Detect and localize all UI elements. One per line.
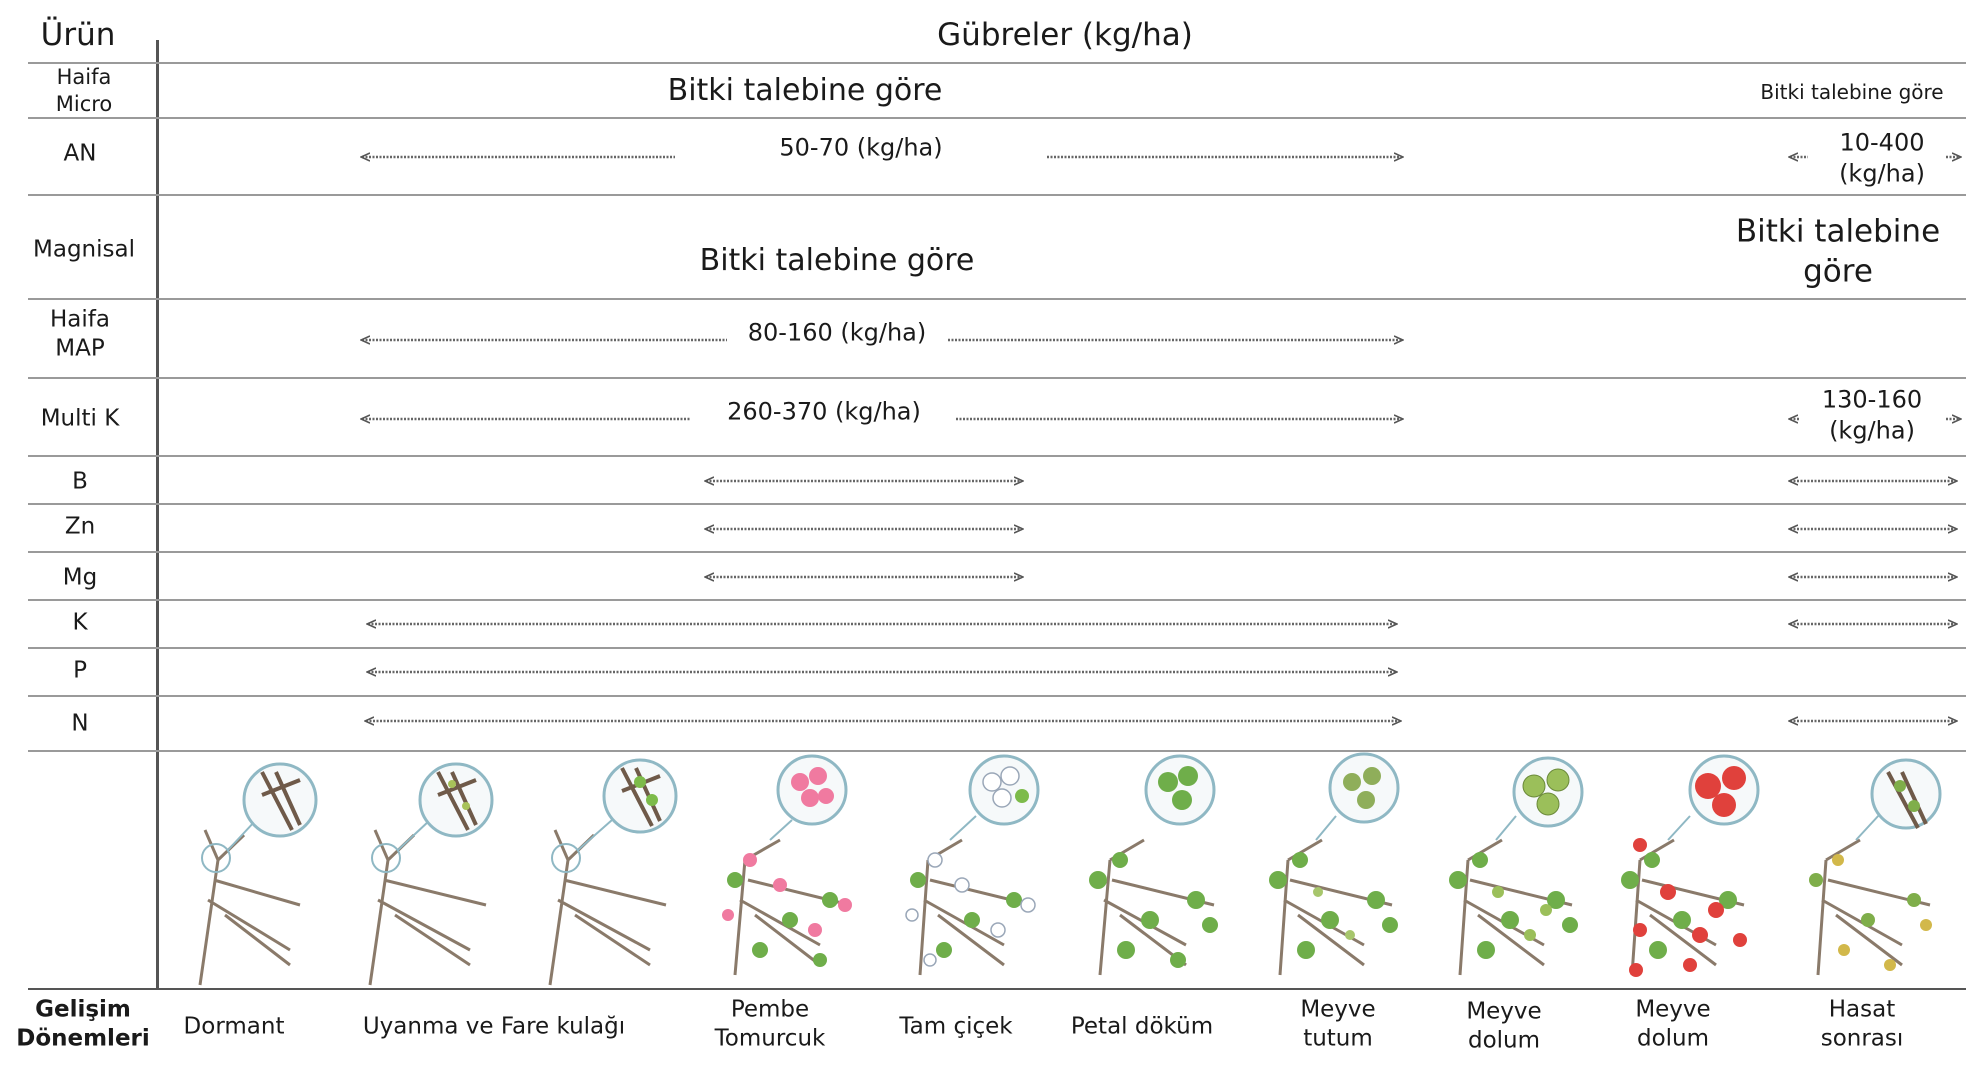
pink-bud-branch-icon [722,754,852,976]
stage-label-petal-fall: Petal döküm [1070,1013,1214,1040]
row-divider [28,647,1966,649]
fruit-set-branch-icon [1269,752,1400,976]
stage-label-dormant: Dormant [183,1013,285,1040]
product-label-b: B [72,467,88,496]
magnisal-post-note: Bitki talebine göre [1735,213,1941,289]
product-label-zn: Zn [65,512,95,541]
product-column-header: Ürün [40,17,116,54]
magnisal-main-note: Bitki talebine göre [699,242,975,278]
product-label-p: P [73,656,87,685]
product-label-n: N [71,709,88,738]
full-bloom-branch-icon [905,754,1040,976]
row-divider [28,551,1966,553]
row-divider [28,298,1966,300]
an-main-note: 50-70 (kg/ha) [779,133,943,162]
haifa-micro-main-note: Bitki talebine göre [667,72,943,108]
product-name: Haifa MAP [50,306,110,362]
row-divider [28,695,1966,697]
mouse-ear-branch-icon [548,758,678,986]
product-label-an: AN [64,139,97,168]
stage-label-pink-bud: Pembe Tomurcuk [714,996,826,1052]
row-divider [28,117,1966,119]
product-name: Magnisal [33,236,135,263]
product-name: Mg [62,564,98,591]
product-label-multi-k: Multi K [41,404,120,433]
product-name: Haifa Micro [55,65,113,116]
product-name: K [72,609,88,636]
haifa-map-main-note: 80-160 (kg/ha) [747,318,927,347]
product-name: Zn [64,513,96,540]
column-divider [156,40,159,988]
fertilizer-column-header: Gübreler (kg/ha) [937,17,1193,54]
row-divider [28,750,1966,752]
stage-label-fruit-fill-1: Meyve dolum [1466,998,1542,1054]
product-label-mg: Mg [63,563,97,592]
product-label-magnisal: Magnisal [33,235,135,264]
product-name: AN [63,140,97,167]
row-divider [28,503,1966,505]
green-fruit-branch-icon [1449,756,1584,976]
an-post-note: 10-400 (kg/ha) [1839,128,1925,187]
red-fruit-branch-icon [1621,754,1760,977]
row-divider [28,62,1966,64]
product-name: P [73,657,87,684]
product-label-haifa-map: Haifa MAP [50,306,110,365]
stage-label-full-bloom: Tam çiçek [899,1013,1013,1040]
product-name: N [71,710,89,737]
stages-row-label: Gelişim Dönemleri [16,996,150,1052]
multi-k-post-note: 130-160 (kg/ha) [1821,385,1923,444]
product-name: Multi K [40,405,120,432]
stage-divider [28,988,1966,990]
product-name: B [72,468,88,495]
stage-label-fruit-fill-2: Meyve dolum [1635,996,1711,1052]
row-divider [28,599,1966,601]
haifa-micro-post-note: Bitki talebine göre [1760,80,1944,105]
petal-fall-branch-icon [1089,754,1218,976]
bud-break-branch-icon [368,762,494,986]
multi-k-main-note: 260-370 (kg/ha) [727,397,921,426]
row-divider [28,194,1966,196]
row-divider [28,377,1966,379]
row-divider [28,455,1966,457]
post-harvest-branch-icon [1809,758,1942,976]
stage-label-post-harvest: Hasat sonrası [1820,996,1904,1052]
dormant-branch-icon [198,762,318,986]
stage-label-bud-break: Uyanma ve Fare kulağı [362,1013,626,1040]
stage-label-fruit-set: Meyve tutum [1300,996,1376,1052]
product-label-k: K [72,608,87,637]
product-label-haifa-micro: Haifa Micro [56,64,113,118]
